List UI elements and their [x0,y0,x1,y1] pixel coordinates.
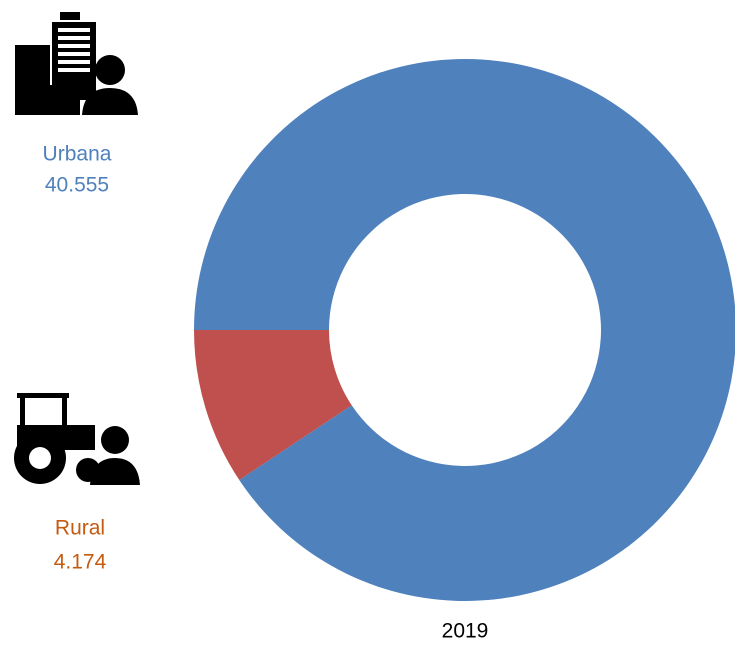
legend-label: Urbana [43,143,112,166]
urban-icon [15,12,138,115]
chart-title: 2019 [442,620,489,643]
legend-value: 40.555 [45,174,109,197]
legend-value: 4.174 [54,551,107,574]
rural-icon [14,393,140,485]
donut-slice [194,59,735,601]
donut-slice [194,330,352,480]
legend-label: Rural [55,517,105,540]
